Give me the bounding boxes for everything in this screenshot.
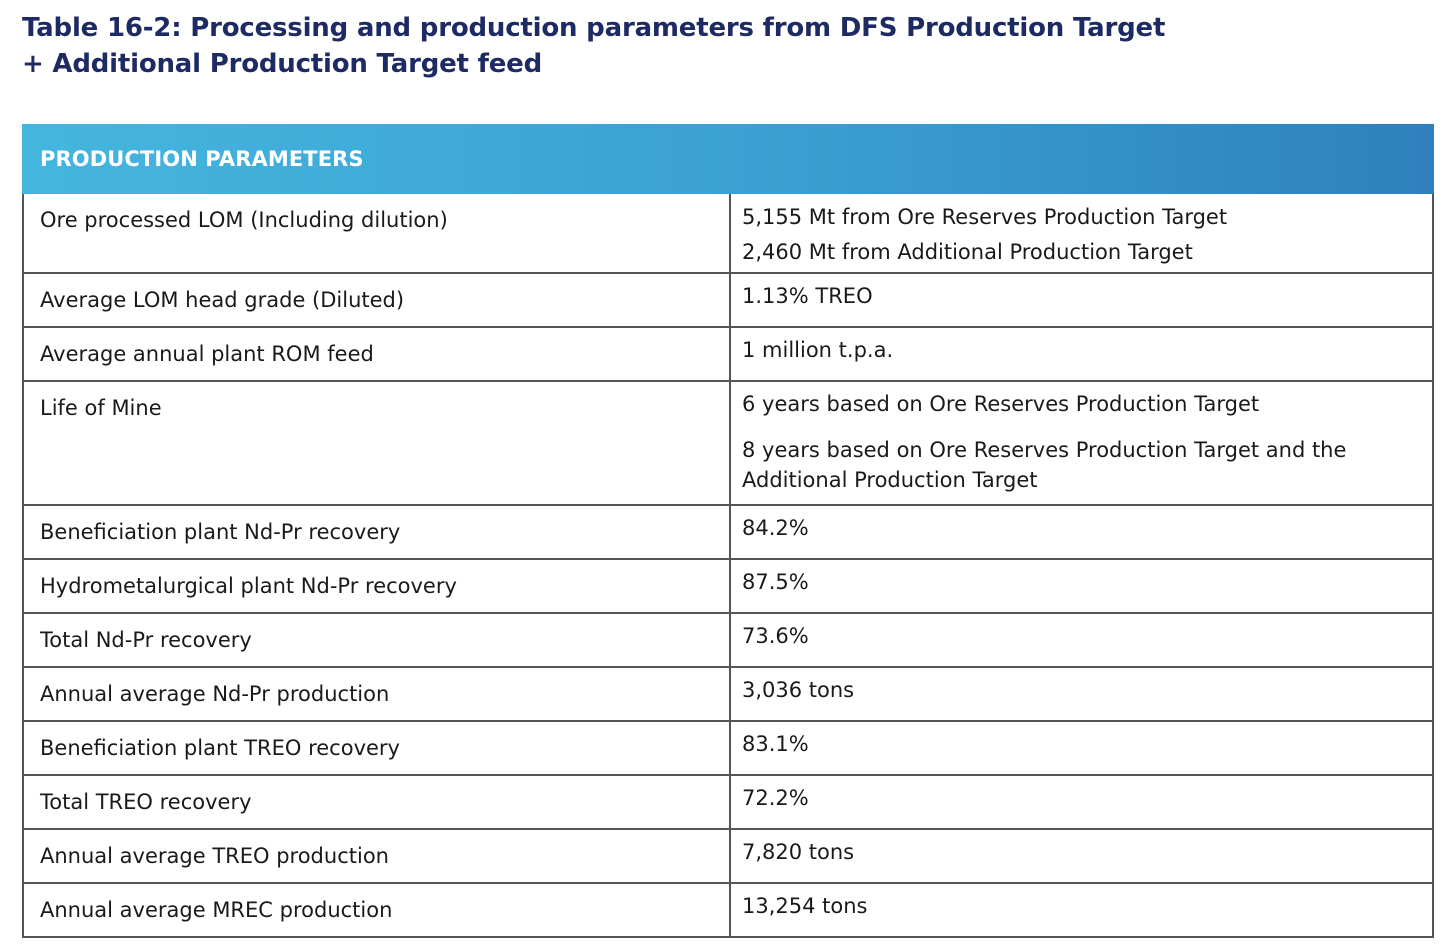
caption-line-1: Table 16-2: Processing and production pa… bbox=[22, 13, 1166, 43]
table-row: Annual average TREO production 7,820 ton… bbox=[24, 828, 1432, 882]
value-line: 87.5% bbox=[742, 570, 809, 594]
value-line: 6 years based on Ore Reserves Production… bbox=[742, 392, 1260, 416]
value-line: 7,820 tons bbox=[742, 840, 855, 864]
value-line: 5,155 Mt from Ore Reserves Production Ta… bbox=[742, 205, 1228, 229]
parameter-cell: Ore processed LOM (Including dilution) bbox=[24, 194, 731, 272]
table-row: Ore processed LOM (Including dilution) 5… bbox=[24, 194, 1432, 272]
value-line: 72.2% bbox=[742, 786, 809, 810]
parameter-cell: Beneficiation plant Nd-Pr recovery bbox=[24, 506, 731, 558]
table-row: Beneficiation plant Nd-Pr recovery 84.2% bbox=[24, 504, 1432, 558]
table-row: Annual average Nd-Pr production 3,036 to… bbox=[24, 666, 1432, 720]
table-row: Average LOM head grade (Diluted) 1.13% T… bbox=[24, 272, 1432, 326]
table-row: Annual average MREC production 13,254 to… bbox=[24, 882, 1432, 936]
value-cell: 5,155 Mt from Ore Reserves Production Ta… bbox=[731, 194, 1432, 272]
value-line: 73.6% bbox=[742, 624, 809, 648]
value-cell: 1.13% TREO bbox=[731, 274, 1432, 326]
table-caption: Table 16-2: Processing and production pa… bbox=[22, 10, 1322, 82]
value-line: 1.13% TREO bbox=[742, 284, 873, 308]
table-row: Beneficiation plant TREO recovery 83.1% bbox=[24, 720, 1432, 774]
value-cell: 3,036 tons bbox=[731, 668, 1432, 720]
table-header: PRODUCTION PARAMETERS bbox=[22, 124, 1434, 194]
value-cell: 83.1% bbox=[731, 722, 1432, 774]
value-line: 2,460 Mt from Additional Production Targ… bbox=[742, 240, 1193, 264]
value-cell: 6 years based on Ore Reserves Production… bbox=[731, 382, 1432, 504]
parameter-cell: Average annual plant ROM feed bbox=[24, 328, 731, 380]
table-body: Ore processed LOM (Including dilution) 5… bbox=[22, 194, 1434, 938]
parameter-cell: Beneficiation plant TREO recovery bbox=[24, 722, 731, 774]
parameter-cell: Total TREO recovery bbox=[24, 776, 731, 828]
parameter-cell: Annual average Nd-Pr production bbox=[24, 668, 731, 720]
value-line: 8 years based on Ore Reserves Production… bbox=[742, 438, 1347, 462]
value-line: 3,036 tons bbox=[742, 678, 855, 702]
value-line: 83.1% bbox=[742, 732, 809, 756]
value-line: Additional Production Target bbox=[742, 468, 1038, 492]
parameter-cell: Hydrometalurgical plant Nd-Pr recovery bbox=[24, 560, 731, 612]
table-header-label: PRODUCTION PARAMETERS bbox=[40, 147, 364, 171]
parameter-cell: Average LOM head grade (Diluted) bbox=[24, 274, 731, 326]
table-row: Total Nd-Pr recovery 73.6% bbox=[24, 612, 1432, 666]
value-line: 84.2% bbox=[742, 516, 809, 540]
value-cell: 1 million t.p.a. bbox=[731, 328, 1432, 380]
table-row: Life of Mine 6 years based on Ore Reserv… bbox=[24, 380, 1432, 504]
value-cell: 13,254 tons bbox=[731, 884, 1432, 936]
parameter-cell: Total Nd-Pr recovery bbox=[24, 614, 731, 666]
parameter-cell: Life of Mine bbox=[24, 382, 731, 504]
parameter-cell: Annual average TREO production bbox=[24, 830, 731, 882]
table-row: Total TREO recovery 72.2% bbox=[24, 774, 1432, 828]
table-row: Average annual plant ROM feed 1 million … bbox=[24, 326, 1432, 380]
caption-line-2: + Additional Production Target feed bbox=[22, 49, 543, 79]
value-line: 1 million t.p.a. bbox=[742, 338, 894, 362]
parameter-cell: Annual average MREC production bbox=[24, 884, 731, 936]
table-row: Hydrometalurgical plant Nd-Pr recovery 8… bbox=[24, 558, 1432, 612]
value-cell: 72.2% bbox=[731, 776, 1432, 828]
value-cell: 87.5% bbox=[731, 560, 1432, 612]
value-cell: 7,820 tons bbox=[731, 830, 1432, 882]
production-parameters-table: PRODUCTION PARAMETERS Ore processed LOM … bbox=[22, 124, 1434, 938]
value-cell: 73.6% bbox=[731, 614, 1432, 666]
value-line: 13,254 tons bbox=[742, 894, 868, 918]
value-cell: 84.2% bbox=[731, 506, 1432, 558]
